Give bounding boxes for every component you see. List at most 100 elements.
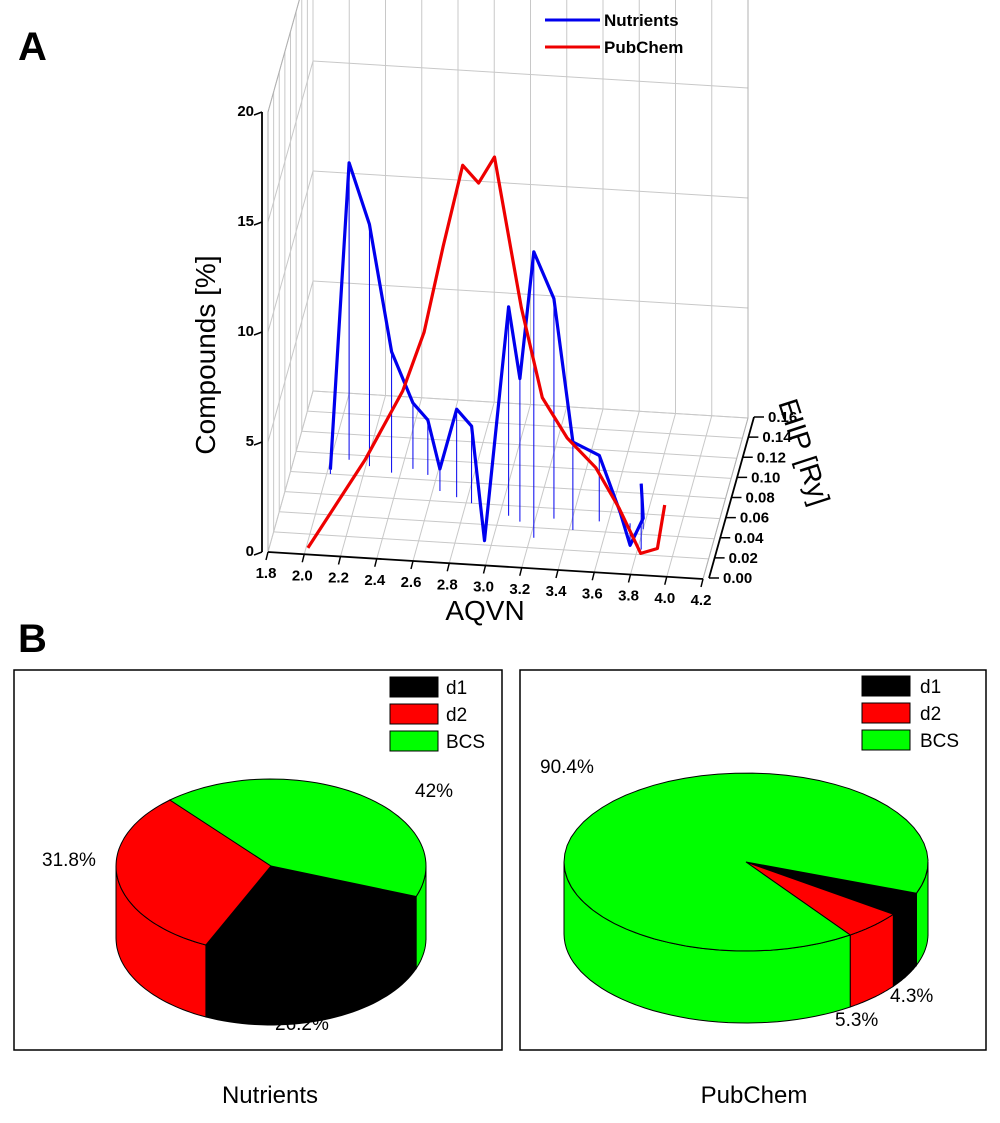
legend-swatch-d2 (389, 703, 439, 725)
x-tick-label: 2.6 (401, 574, 422, 591)
grid-line (279, 511, 715, 540)
legend-label-nutrients: Nutrients (604, 11, 679, 30)
x-tick-mark (265, 551, 269, 561)
x-tick-mark (410, 560, 414, 570)
slice-label-d2: 31.8% (42, 850, 96, 871)
x-tick-mark (337, 556, 342, 565)
legend-label-d2: d2 (446, 705, 467, 726)
pie-legend-nutrients: d1 d2 BCS (389, 676, 485, 753)
grid-line (267, 60, 314, 223)
legend: Nutrients PubChem (545, 11, 683, 57)
slice-label-d1: 26.2% (275, 1014, 329, 1035)
frame-edge (702, 417, 749, 580)
x-tick-label: 3.8 (618, 588, 639, 605)
y-tick-label: 0.14 (762, 429, 792, 446)
legend-swatch-bcs (861, 729, 911, 751)
x-tick-mark (555, 569, 559, 579)
pie-slice-d2 (115, 799, 272, 946)
y-tick-label: 0.08 (746, 490, 775, 507)
legend-label-bcs: BCS (446, 732, 485, 753)
legend-label-pubchem: PubChem (604, 38, 683, 57)
slice-label-bcs: 42% (415, 781, 453, 802)
panel-a-3d-chart: 1.8 2.0 2.2 2.4 2.6 2.8 3.0 3.2 3.4 3.6 3.8 4.0 4.2 … (190, 0, 836, 626)
grid-line (267, 170, 314, 333)
grid-line (301, 430, 737, 459)
y-tick-label: 0.12 (757, 449, 786, 466)
x-axis-ticks: 1.8 2.0 2.2 2.4 2.6 2.8 3.0 3.2 3.4 3.6 3.8 4.0 4.2 (256, 551, 712, 609)
x-tick-label: 3.0 (473, 579, 494, 596)
slice-label-bcs: 90.4% (540, 757, 594, 778)
x-tick-mark (591, 572, 595, 581)
pie-slice-d2 (745, 861, 895, 936)
panel-a-label: A (18, 25, 47, 69)
z-tick-mark (253, 111, 263, 116)
z-tick-label: 10 (237, 323, 254, 340)
grid-line (267, 390, 314, 553)
legend-label-d1: d1 (446, 678, 467, 699)
x-tick-mark (301, 554, 305, 563)
pie-box-nutrients (13, 669, 503, 1051)
x-tick-label: 3.2 (509, 581, 530, 598)
pie-chart-pubchem (563, 772, 929, 1024)
x-tick-label: 3.6 (582, 585, 603, 602)
series-line-nutrients (328, 161, 645, 547)
x-tick-mark (374, 558, 378, 567)
x-tick-label: 4.0 (654, 590, 675, 607)
y-tick-label: 0.02 (729, 550, 758, 567)
x-tick-mark (482, 565, 487, 574)
legend-swatch-bcs (389, 730, 439, 752)
series-lines (306, 155, 667, 556)
legend-swatch-d1 (861, 675, 911, 697)
pie-legend-pubchem: d1 d2 BCS (861, 675, 959, 752)
axes (261, 112, 755, 580)
grid-line (284, 491, 720, 520)
z-tick-label: 15 (237, 213, 254, 230)
x-tick-label: 2.0 (292, 567, 313, 584)
x-tick-mark (700, 578, 704, 588)
z-tick-mark (253, 221, 263, 226)
y-axis-ticks: 0.00 0.02 0.04 0.06 0.08 0.10 0.12 0.14 0.16 (709, 409, 797, 587)
grid-line (307, 410, 743, 439)
x-tick-mark (627, 574, 632, 583)
plot-frame (267, 0, 749, 580)
pie-chart-nutrients (115, 778, 427, 1026)
frame-edge (267, 0, 300, 113)
grid-line (267, 280, 314, 443)
grid-line (290, 471, 726, 499)
y-tick-label: 0.16 (768, 409, 797, 426)
grid-line (312, 390, 749, 419)
pie-caption-nutrients: Nutrients (222, 1082, 318, 1109)
z-tick-label: 0 (246, 543, 254, 560)
z-tick-label: 20 (237, 103, 254, 120)
x-tick-label: 2.2 (328, 570, 349, 587)
z-tick-mark (253, 551, 263, 556)
x-tick-label: 4.2 (691, 592, 712, 609)
legend-label-d2: d2 (920, 704, 941, 725)
z-tick-label: 5 (246, 433, 254, 450)
x-tick-label: 2.8 (437, 576, 458, 593)
slice-label-d2: 5.3% (835, 1010, 878, 1031)
x-tick-mark (519, 567, 523, 576)
panel-b-label: B (18, 617, 47, 661)
z-tick-mark (253, 331, 263, 336)
legend-label-d1: d1 (920, 677, 941, 698)
grid-line (273, 531, 709, 560)
legend-label-bcs: BCS (920, 731, 959, 752)
x-tick-label: 2.4 (364, 572, 386, 589)
x-tick-label: 3.4 (546, 583, 568, 600)
pie-slice-d1 (745, 861, 918, 915)
legend-swatch-d1 (389, 676, 439, 698)
y-tick-label: 0.00 (723, 570, 752, 587)
drop-lines (329, 162, 644, 550)
series-line-pubchem (306, 155, 667, 556)
grid-line (312, 60, 749, 89)
pie-slice-bcs (563, 772, 929, 952)
y-tick-label: 0.04 (734, 530, 764, 547)
y-tick-label: 0.06 (740, 510, 769, 527)
x-axis-title: AQVN (445, 595, 524, 626)
y-tick-label: 0.10 (751, 469, 780, 486)
pie-caption-pubchem: PubChem (701, 1082, 808, 1109)
x-tick-label: 1.8 (256, 565, 277, 582)
pie-box-pubchem (519, 669, 987, 1051)
pie-slice-bcs (168, 778, 427, 898)
